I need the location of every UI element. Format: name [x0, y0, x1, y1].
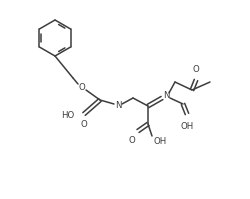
- Text: OH: OH: [154, 138, 166, 146]
- Text: O: O: [78, 83, 85, 92]
- Text: N: N: [162, 92, 168, 100]
- Text: N: N: [114, 101, 121, 110]
- Text: HO: HO: [60, 111, 74, 121]
- Text: O: O: [80, 120, 87, 129]
- Text: O: O: [128, 136, 135, 145]
- Text: OH: OH: [180, 122, 193, 131]
- Text: O: O: [192, 65, 198, 74]
